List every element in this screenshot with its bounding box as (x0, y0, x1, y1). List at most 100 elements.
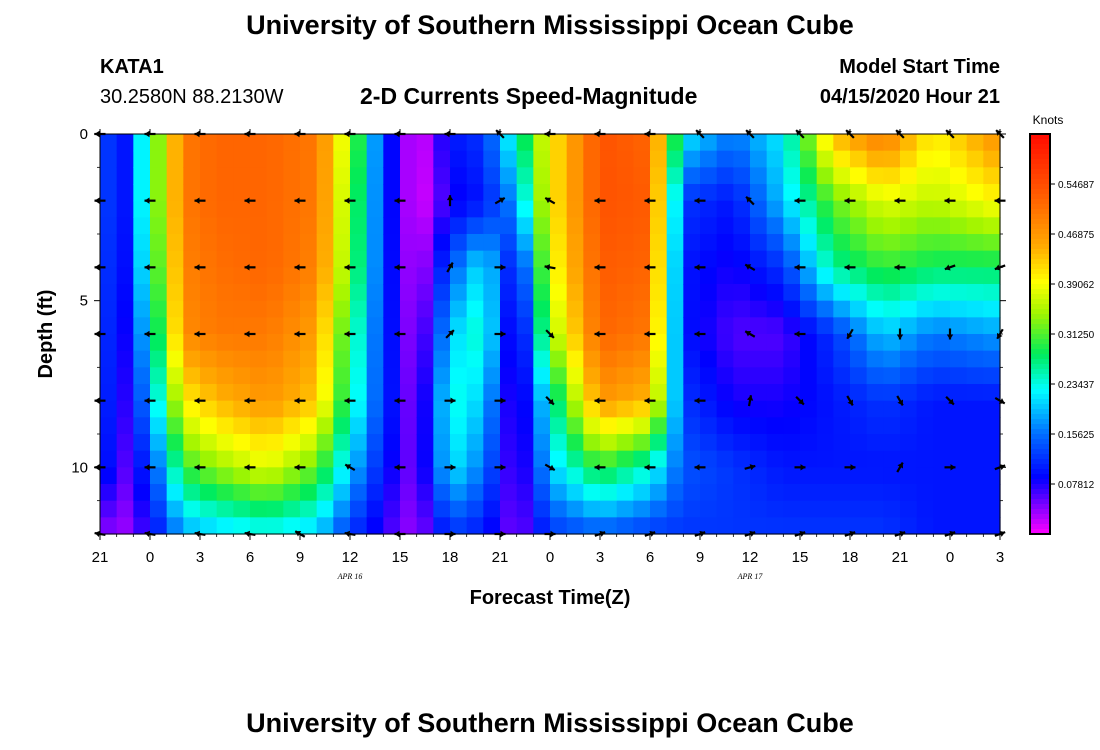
colorbar-segment (1030, 319, 1050, 325)
heatmap-cell (166, 434, 184, 452)
current-vector (394, 197, 406, 204)
current-vector (644, 397, 656, 404)
heatmap-cell (683, 234, 701, 252)
heatmap-cell (866, 167, 884, 185)
heatmap-cell (533, 400, 551, 418)
heatmap-cell (800, 467, 818, 485)
heatmap-cell (183, 417, 201, 435)
heatmap-cell (616, 367, 634, 385)
heatmap-cell (383, 500, 401, 518)
heatmap-cell (850, 284, 868, 302)
heatmap-cell (133, 150, 151, 168)
heatmap-cell (616, 434, 634, 452)
heatmap-cell (100, 217, 118, 235)
heatmap-cell (866, 467, 884, 485)
colorbar-segment (1030, 369, 1050, 375)
heatmap-cell (416, 234, 434, 252)
heatmap-cell (783, 334, 801, 352)
heatmap-cell (950, 284, 968, 302)
heatmap-cell (216, 517, 234, 535)
current-vector (894, 197, 906, 204)
current-vector (494, 330, 506, 338)
heatmap-cell (133, 234, 151, 252)
heatmap-cell (166, 400, 184, 418)
heatmap-cell (616, 167, 634, 185)
heatmap-cell (683, 284, 701, 302)
heatmap-cell (766, 400, 784, 418)
heatmap-cell (866, 217, 884, 235)
heatmap-cell (133, 300, 151, 318)
heatmap-cell (233, 484, 251, 502)
heatmap-cell (216, 500, 234, 518)
heatmap-cell (500, 450, 518, 468)
heatmap-cell (816, 484, 834, 502)
colorbar-segment (1030, 524, 1050, 530)
heatmap-cell (183, 217, 201, 235)
heatmap-cell (150, 234, 168, 252)
heatmap-cell (600, 517, 618, 535)
heatmap-cell (733, 300, 751, 318)
heatmap-cell (166, 450, 184, 468)
heatmap-cell (383, 417, 401, 435)
heatmap-cell (133, 284, 151, 302)
heatmap-cell (450, 267, 468, 285)
heatmap-cell (600, 334, 618, 352)
x-tick-label: 0 (546, 549, 554, 566)
heatmap-cell (133, 367, 151, 385)
heatmap-cell (950, 200, 968, 218)
x-tick-label: 21 (892, 549, 909, 566)
heatmap-cell (316, 467, 334, 485)
heatmap-cell (266, 300, 284, 318)
heatmap-cell (100, 284, 118, 302)
heatmap-cell (933, 367, 951, 385)
heatmap-cell (833, 467, 851, 485)
colorbar-unit: Knots (1033, 113, 1064, 127)
heatmap-cell (783, 450, 801, 468)
heatmap-cell (533, 234, 551, 252)
heatmap-cell (400, 417, 418, 435)
heatmap-cell (316, 334, 334, 352)
heatmap-cell (733, 517, 751, 535)
heatmap-cell (516, 484, 534, 502)
heatmap-cell (350, 317, 368, 335)
heatmap-cell (266, 417, 284, 435)
heatmap-cell (533, 284, 551, 302)
heatmap-cell (383, 134, 401, 152)
heatmap-cell (650, 500, 668, 518)
heatmap-cell (816, 250, 834, 268)
colorbar-segment (1030, 189, 1050, 195)
heatmap-cell (416, 267, 434, 285)
heatmap-cell (650, 217, 668, 235)
heatmap-cell (100, 484, 118, 502)
heatmap-cell (833, 500, 851, 518)
current-vector (144, 264, 156, 271)
heatmap-cell (583, 150, 601, 168)
heatmap-cell (350, 134, 368, 152)
heatmap-cell (133, 434, 151, 452)
heatmap-cell (633, 417, 651, 435)
heatmap-cell (983, 217, 1001, 235)
x-tick-label: 6 (646, 549, 654, 566)
heatmap-cell (600, 417, 618, 435)
heatmap-cell (483, 517, 501, 535)
heatmap-cell (950, 167, 968, 185)
heatmap-cell (100, 150, 118, 168)
heatmap-cell (550, 417, 568, 435)
heatmap-cell (500, 267, 518, 285)
current-vector (795, 396, 805, 406)
heatmap-cell (933, 350, 951, 368)
heatmap-cell (116, 517, 134, 535)
heatmap-cell (533, 167, 551, 185)
heatmap-cell (900, 434, 918, 452)
heatmap-cell (566, 167, 584, 185)
heatmap-cell (950, 517, 968, 535)
heatmap-cell (100, 234, 118, 252)
heatmap-cell (600, 267, 618, 285)
heatmap-cell (583, 217, 601, 235)
heatmap-cell (333, 517, 351, 535)
heatmap-cell (716, 134, 734, 152)
heatmap-cell (100, 400, 118, 418)
heatmap-cell (200, 234, 218, 252)
heatmap-cell (683, 384, 701, 402)
heatmap-cell (666, 500, 684, 518)
